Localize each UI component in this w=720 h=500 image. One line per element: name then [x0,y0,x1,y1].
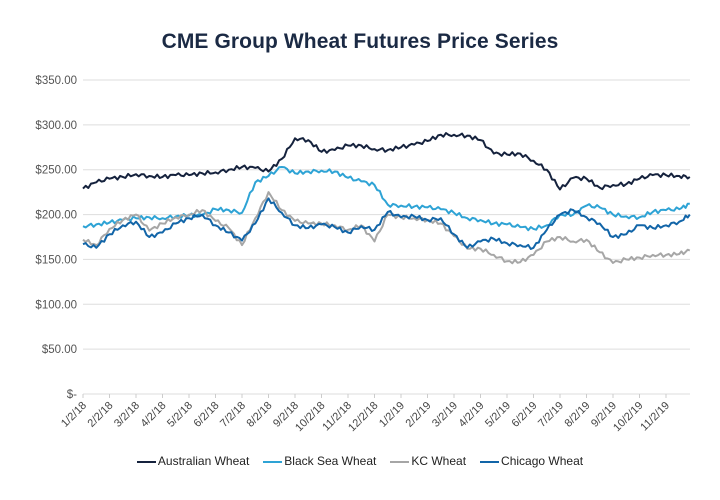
x-tick-label: 1/2/18 [59,400,89,430]
x-tick-label: 12/2/18 [346,400,380,434]
x-tick-label: 7/2/19 [536,400,566,430]
legend-swatch [480,460,500,463]
y-tick-label: $- [67,389,77,401]
legend-item-kc-wheat: KC Wheat [390,454,466,468]
legend-swatch [136,460,156,463]
legend-item-black-sea-wheat: Black Sea Wheat [263,454,376,468]
x-tick-label: 1/2/19 [377,400,407,430]
legend-label: KC Wheat [411,454,467,468]
x-tick-label: 4/2/19 [457,400,487,430]
x-tick-label: 5/2/18 [165,400,195,430]
x-tick-label: 4/2/18 [139,400,169,430]
x-tick-label: 3/2/19 [430,400,460,430]
series-lines [82,132,691,265]
x-tick-label: 11/2/19 [638,400,672,434]
x-tick-label: 7/2/18 [218,400,248,430]
y-tick-label: $100.00 [35,299,77,311]
legend: Australian Wheat Black Sea Wheat KC Whea… [0,454,720,468]
x-tick-label: 2/2/19 [404,400,434,430]
y-tick-label: $150.00 [35,254,77,266]
y-axis: $- $50.00 $100.00 $150.00 $200.00 $250.00 $300… [35,75,77,401]
chart-title: CME Group Wheat Futures Price Series [161,30,559,53]
series-line-kc-wheat [82,191,691,265]
legend-label: Black Sea Wheat [284,454,377,468]
x-tick-label: 3/2/18 [112,400,142,430]
legend-swatch [390,460,410,463]
x-tick-label: 8/2/19 [563,400,593,430]
gridlines [83,79,690,395]
legend-swatch [263,460,283,463]
x-tick-label: 6/2/18 [192,400,222,430]
series-line-black-sea-wheat [82,166,690,232]
legend-item-australian-wheat: Australian Wheat [136,454,250,468]
y-tick-label: $200.00 [35,210,77,222]
x-tick-label: 6/2/19 [510,400,540,430]
legend-label: Australian Wheat [157,454,250,468]
y-tick-label: $50.00 [42,344,77,356]
x-tick-label: 10/2/19 [611,400,645,434]
series-line-australian-wheat [82,132,691,191]
x-tick-label: 2/2/18 [86,400,116,430]
y-tick-label: $300.00 [35,120,77,132]
series-line-chicago-wheat [82,197,691,250]
x-axis: 1/2/182/2/183/2/184/2/185/2/186/2/187/2/… [59,394,672,434]
x-tick-label: 10/2/18 [293,400,327,434]
x-tick-label: 8/2/18 [245,400,275,430]
x-tick-label: 5/2/19 [483,400,513,430]
y-tick-label: $250.00 [35,165,77,177]
y-tick-label: $350.00 [35,75,77,87]
legend-item-chicago-wheat: Chicago Wheat [480,454,583,468]
legend-label: Chicago Wheat [501,454,584,468]
